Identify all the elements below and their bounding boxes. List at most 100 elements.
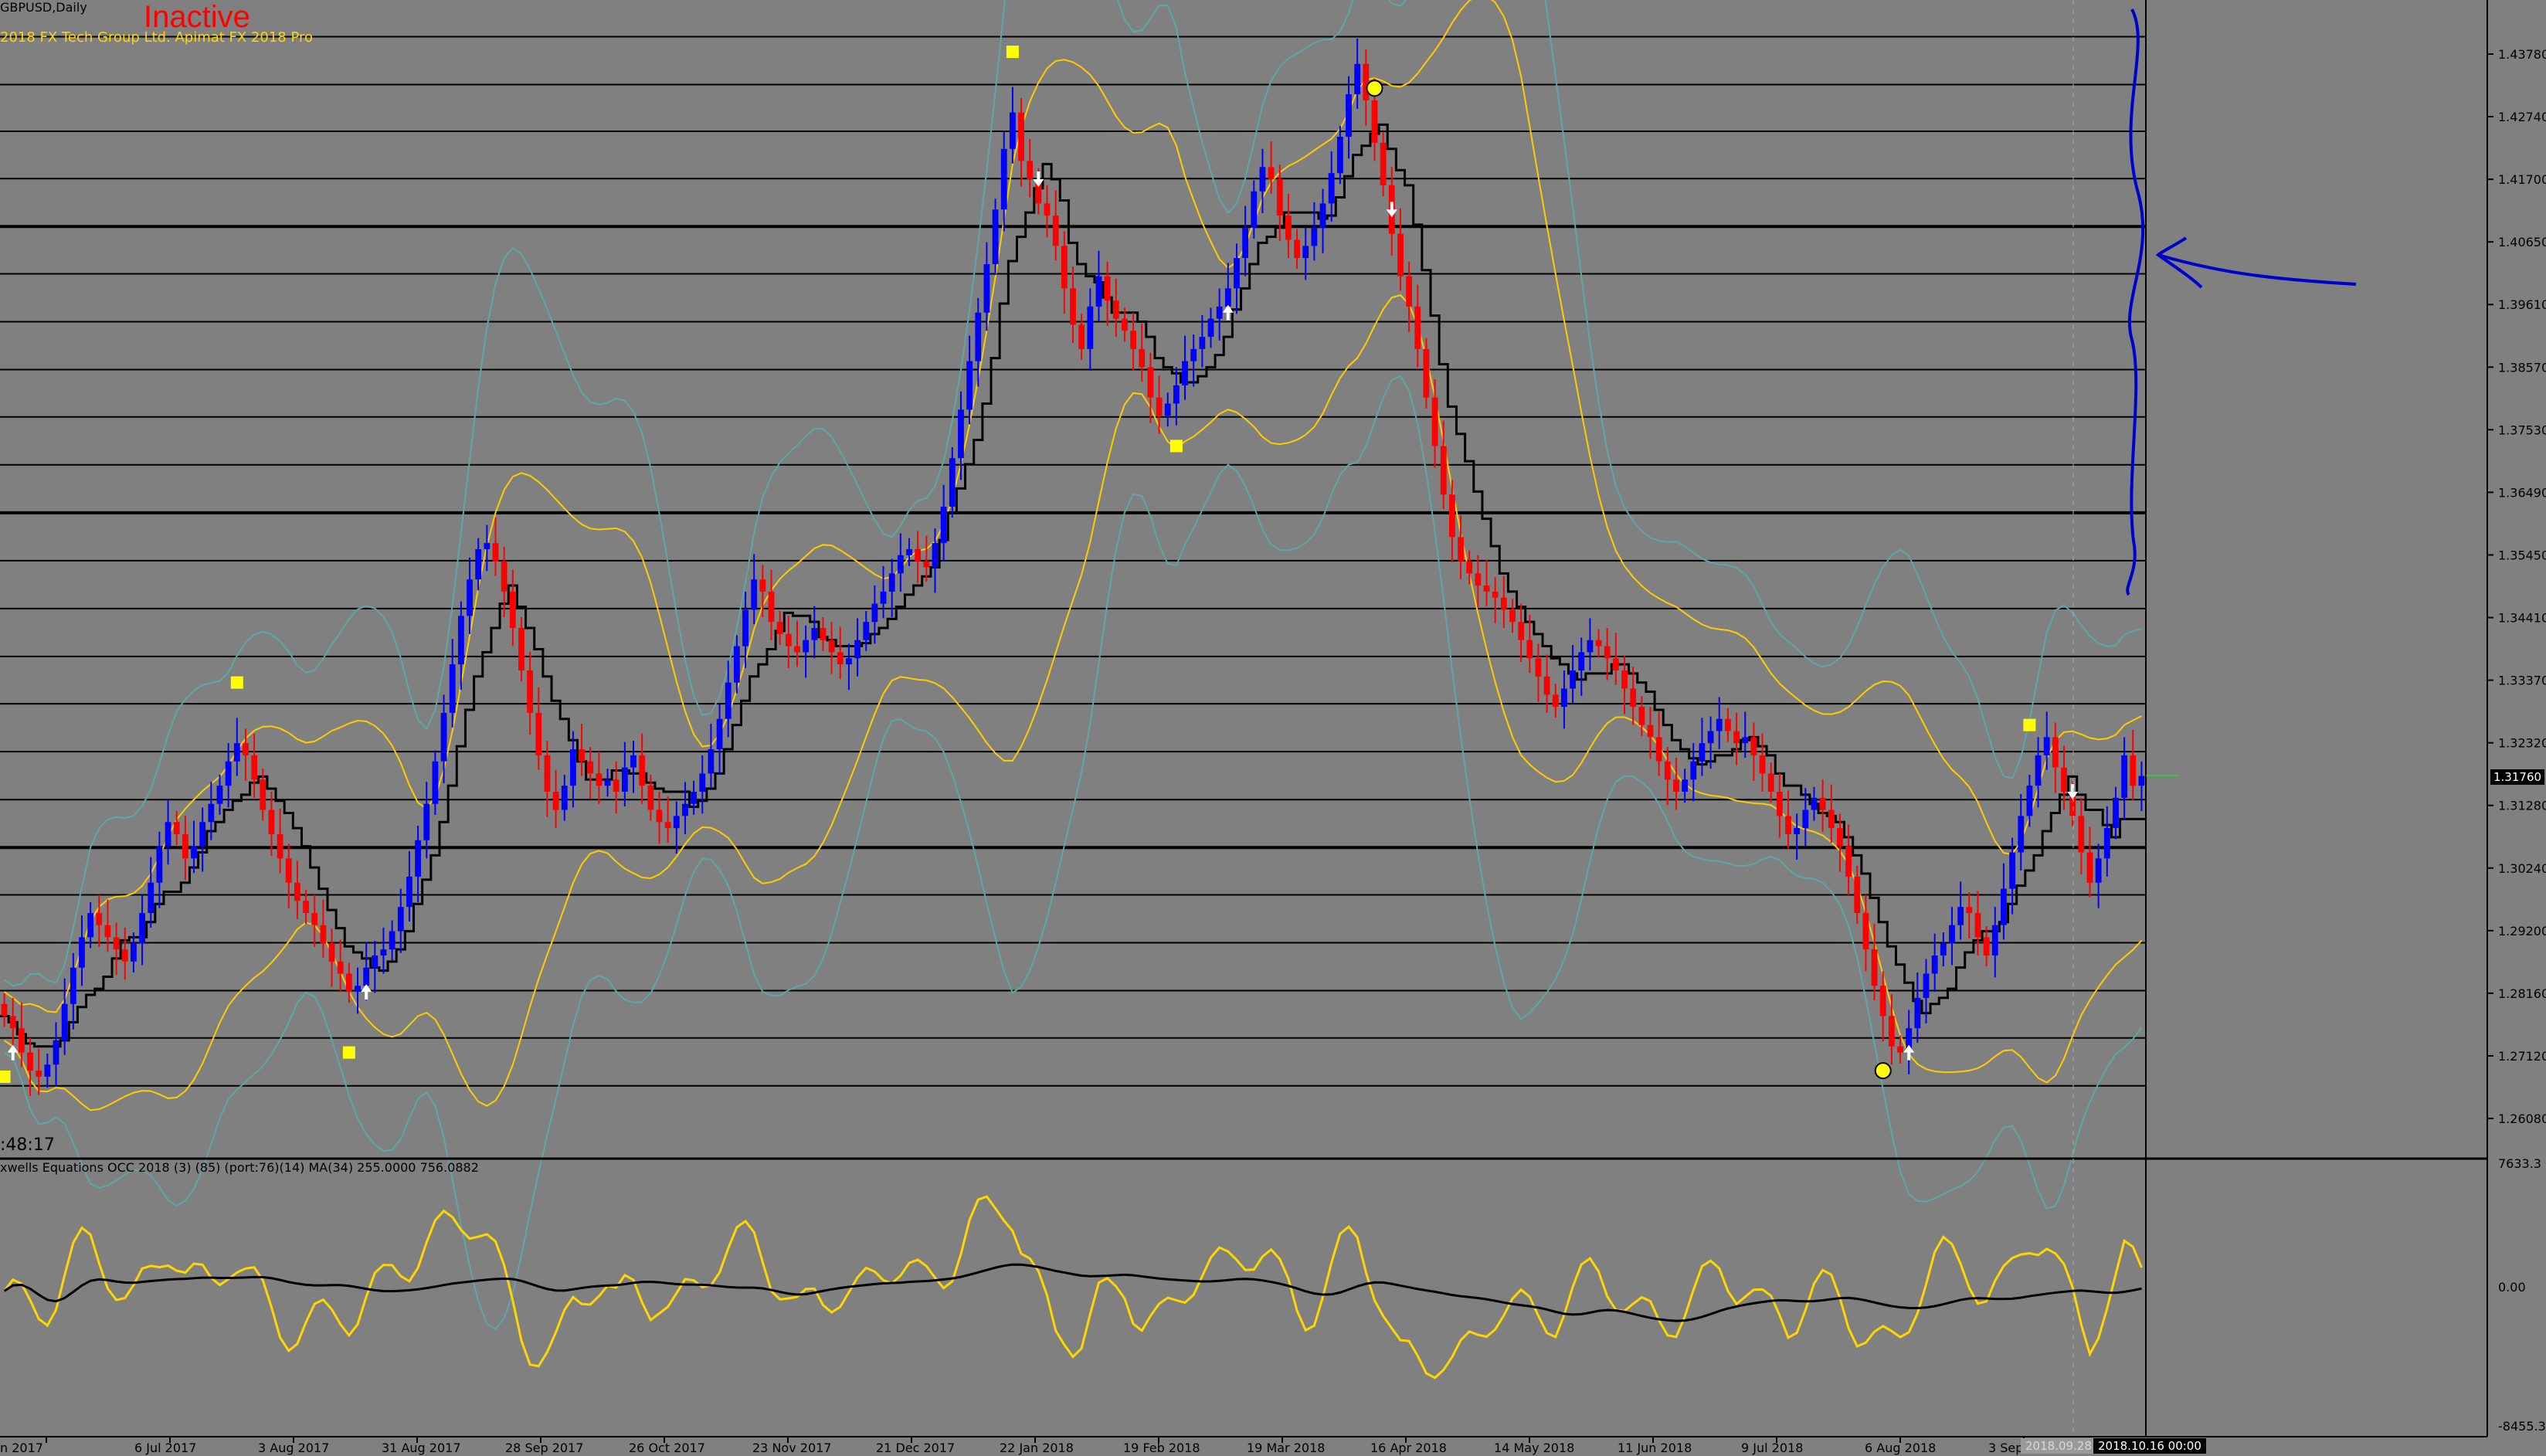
candle-body (1682, 779, 1689, 792)
candle-body (104, 925, 111, 938)
price-tick-label: 1.33370 (2498, 674, 2546, 688)
candle-body (96, 913, 103, 925)
candle-body (1414, 306, 1421, 349)
time-tick-label: 6 Aug 2018 (1865, 1441, 1936, 1455)
candle-body (2078, 816, 2085, 853)
candle-body (2086, 852, 2093, 883)
candle-body (794, 646, 800, 653)
candle-body (1621, 670, 1628, 689)
candle-body (139, 913, 145, 944)
candle-body (863, 622, 870, 640)
candles[interactable] (1, 38, 2145, 1097)
candle-body (1854, 876, 1861, 914)
time-tick-label: 19 Mar 2018 (1247, 1441, 1325, 1455)
candle-body (199, 822, 206, 847)
candle-body (492, 543, 499, 562)
candle-body (1302, 246, 1309, 259)
candle-body (958, 409, 964, 459)
candle-body (888, 573, 895, 592)
candle-body (1070, 288, 1076, 325)
candle-body (61, 1003, 68, 1040)
candle-body (311, 913, 318, 925)
candle-body (1216, 306, 1223, 319)
candle-body (1785, 816, 1791, 834)
price-tick-label: 1.36490 (2498, 485, 2546, 500)
candle-body (1673, 779, 1679, 792)
time-tick-label: 6 Jul 2017 (134, 1441, 196, 1455)
candle-body (320, 925, 327, 944)
candle-body (1294, 239, 1300, 259)
candle-body (1112, 300, 1119, 319)
candle-body (897, 555, 904, 574)
candle-body (156, 846, 163, 883)
candle-body (596, 773, 603, 786)
down-arrow-icon (2067, 783, 2079, 799)
price-tick-label: 1.37530 (2498, 423, 2546, 437)
candle-body (1647, 725, 1654, 738)
oscillator-ma-line (3, 1263, 2142, 1322)
candle-body (1664, 761, 1671, 780)
candle-body (1776, 791, 1783, 816)
candle-body (113, 937, 120, 950)
price-tick-label: 1.43780 (2498, 47, 2546, 62)
candle-body (1139, 348, 1146, 368)
candle-body (1897, 1046, 1903, 1053)
candle-body (656, 809, 663, 823)
candle-body (751, 579, 758, 610)
signal-circle (1366, 80, 1383, 97)
candle-body (225, 761, 232, 786)
candle-body (1018, 112, 1024, 161)
candle-body (1500, 597, 1507, 610)
candle-body (79, 937, 85, 968)
price-tick-label: 1.26080 (2498, 1112, 2546, 1126)
candle-body (268, 809, 275, 834)
candle-body (1268, 167, 1275, 179)
candle-body (2130, 755, 2137, 786)
candle-body (915, 548, 922, 562)
candle-body (44, 1064, 51, 1078)
candle-body (1044, 203, 1051, 216)
signal-square (1169, 440, 1183, 453)
trailing-stop-line (0, 123, 2146, 1048)
candle-body (587, 761, 594, 774)
candle-body (1475, 573, 1482, 586)
candle-body (484, 543, 491, 549)
candle-body (1767, 773, 1774, 792)
candle-body (449, 664, 456, 713)
cursor-date-tag: 2018.09.28 (2021, 1438, 2096, 1454)
candle-body (2052, 737, 2059, 768)
candle-body (1759, 755, 1766, 774)
outer-lower-band (4, 375, 2143, 1331)
symbol-timeframe: GBPUSD,Daily (0, 0, 87, 15)
candle-body (708, 749, 715, 774)
price-tick-label: 1.27120 (2498, 1049, 2546, 1064)
candle-body (1251, 191, 1258, 228)
candle-body (1458, 537, 1464, 562)
candle-body (621, 767, 628, 792)
copyright-text: 2018 FX Tech Group Ltd. Apimat FX 2018 P… (0, 29, 314, 46)
candle-body (372, 955, 379, 968)
candle-body (759, 579, 766, 592)
candle-body (345, 973, 352, 993)
candle-body (1509, 609, 1516, 623)
candle-body (1949, 925, 1955, 944)
candle-body (2001, 888, 2007, 925)
indicator-subwindow[interactable] (3, 1195, 2143, 1380)
time-tick-label: 16 Apr 2018 (1370, 1441, 1447, 1455)
price-tick-label: 1.41700 (2498, 172, 2546, 187)
candle-body (871, 603, 878, 623)
candle-body (570, 749, 576, 786)
candle-body (337, 961, 344, 974)
candle-body (501, 561, 508, 592)
signal-square (230, 676, 243, 689)
signal-square (342, 1046, 355, 1059)
time-tick-label: 14 May 2018 (1494, 1441, 1574, 1455)
candle-body (1957, 907, 1964, 925)
candle-body (1638, 707, 1645, 725)
candle-body (630, 755, 636, 768)
time-tick-label: 28 Sep 2017 (505, 1441, 583, 1455)
candle-body (191, 846, 197, 859)
candle-body (1612, 658, 1619, 670)
candle-body (457, 616, 464, 665)
